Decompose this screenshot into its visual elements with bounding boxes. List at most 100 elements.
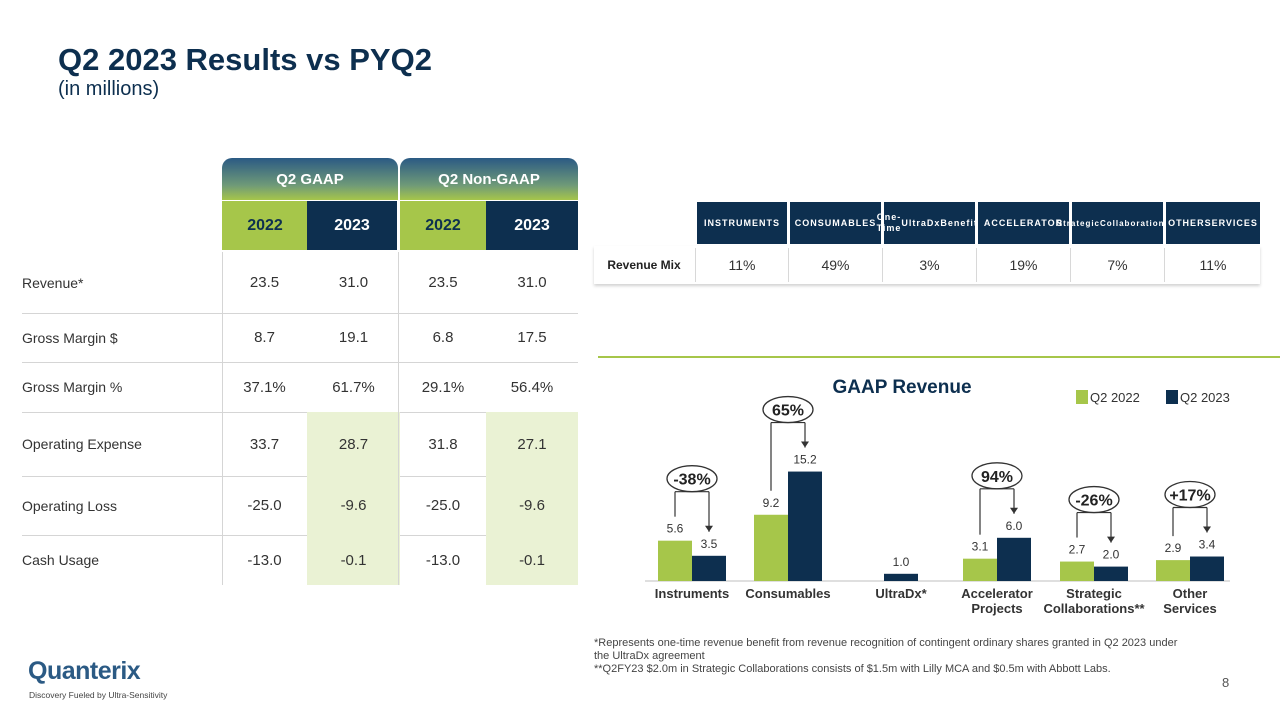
row-label: Cash Usage: [22, 552, 100, 568]
category-label: Other: [1173, 586, 1208, 601]
bar: [754, 514, 788, 581]
category-label: UltraDx*: [875, 586, 927, 601]
mix-value: 49%: [821, 257, 850, 273]
mix-header: Strategic Collaborations**: [1057, 202, 1177, 244]
growth-label: +17%: [1169, 488, 1210, 505]
data-label: 3.1: [972, 540, 989, 554]
mix-header-line: One-Time: [876, 212, 902, 233]
mix-header: CONSUMABLES: [790, 202, 881, 244]
column-divider: [222, 252, 223, 585]
annotation-arrow: [1107, 536, 1115, 543]
mix-header: ACCELERATOR: [978, 202, 1069, 244]
legend-swatch: [1076, 390, 1088, 404]
bar: [884, 573, 918, 581]
bar: [1094, 566, 1128, 581]
table-cell: 19.1: [338, 329, 369, 346]
table-cell: 37.1%: [243, 378, 286, 396]
mix-header: One-Time UltraDx Benefit*: [877, 202, 981, 244]
table-cell: 31.0: [338, 274, 369, 291]
table-cell: 28.7: [307, 412, 400, 476]
mix-header-line: UltraDx: [901, 217, 941, 228]
group-header-non-gaap: Q2 Non-GAAP: [400, 158, 578, 200]
category-label: Instruments: [655, 586, 729, 601]
row-label: Revenue*: [22, 274, 84, 291]
mix-separator: [788, 248, 789, 282]
legend-label: Q2 2023: [1180, 390, 1230, 405]
company-logo: Quanterix: [28, 657, 141, 685]
table-cell: -9.6: [486, 476, 578, 535]
growth-label: 65%: [772, 403, 804, 420]
mix-separator: [695, 248, 696, 282]
table-cell: -9.6: [307, 476, 400, 535]
footnotes: *Represents one-time revenue benefit fro…: [594, 637, 1194, 676]
category-label: Strategic: [1066, 586, 1122, 601]
growth-label: -26%: [1075, 493, 1112, 510]
growth-label: 94%: [981, 469, 1013, 486]
mix-separator: [1070, 248, 1071, 282]
column-divider: [398, 252, 399, 585]
footnote-2: **Q2FY23 $2.0m in Strategic Collaboratio…: [594, 663, 1111, 675]
row-label: Operating Expense: [22, 436, 142, 452]
table-cell: 31.0: [517, 274, 547, 291]
data-label: 5.6: [667, 522, 684, 536]
table-cell: -13.0: [425, 551, 461, 569]
table-cell: 23.5: [249, 274, 280, 291]
bar: [1156, 560, 1190, 581]
bar: [692, 555, 726, 581]
category-label: Projects: [971, 601, 1022, 616]
data-label: 3.4: [1199, 538, 1216, 552]
mix-header-line: ACCELERATOR: [983, 217, 1064, 228]
category-label: Collaborations**: [1043, 601, 1145, 616]
mix-separator: [882, 248, 883, 282]
table-cell: -13.0: [247, 551, 282, 569]
table-cell: 6.8: [432, 329, 454, 346]
mix-header-line: INSTRUMENTS: [704, 217, 780, 228]
year-header: 2022: [222, 201, 308, 250]
mix-row-bg: [594, 246, 1260, 284]
data-label: 2.0: [1103, 548, 1120, 562]
annotation-arrow: [705, 525, 713, 532]
group-header-gaap: Q2 GAAP: [222, 158, 398, 200]
year-header: 2023: [307, 201, 397, 250]
year-header: 2022: [400, 201, 486, 250]
bar: [788, 471, 822, 581]
mix-row-label: Revenue Mix: [607, 258, 681, 272]
table-cell: 31.8: [428, 435, 458, 453]
page-number: 8: [1222, 675, 1230, 690]
row-divider: [22, 313, 578, 314]
table-cell: 27.1: [486, 412, 578, 476]
data-label: 2.7: [1069, 543, 1086, 557]
table-cell: 56.4%: [510, 378, 554, 396]
table-cell: 8.7: [254, 329, 275, 346]
gaap-revenue-chart: GAAP Revenue Q2 2022 Q2 2023 5.6 3.5 Instrume…: [645, 377, 1230, 616]
data-label: 2.9: [1165, 541, 1182, 555]
data-label: 9.2: [763, 496, 780, 510]
row-label: Gross Margin $: [22, 329, 118, 346]
mix-header-line: Strategic: [1056, 218, 1100, 228]
slide-subtitle: (in millions): [58, 78, 160, 100]
legend-swatch: [1166, 390, 1178, 404]
mix-header: OTHER SERVICES: [1166, 202, 1260, 244]
category-label: Consumables: [745, 586, 830, 601]
table-cell: -0.1: [486, 535, 578, 585]
category-label: Accelerator: [961, 586, 1033, 601]
row-label: Operating Loss: [22, 497, 117, 514]
annotation-arrow: [801, 441, 809, 448]
mix-header-line: Benefit*: [940, 217, 983, 228]
annotation-arrow: [1203, 526, 1211, 533]
table-cell: 17.5: [517, 329, 547, 346]
slide-title: Q2 2023 Results vs PYQ2: [58, 42, 432, 77]
legend-label: Q2 2022: [1090, 390, 1140, 405]
data-label: 1.0: [893, 555, 910, 569]
table-cell: 29.1%: [421, 378, 465, 396]
footnote-1: *Represents one-time revenue benefit fro…: [594, 637, 1178, 662]
category-label: Services: [1163, 601, 1217, 616]
chart-title: GAAP Revenue: [832, 377, 971, 398]
mix-value: 19%: [1009, 257, 1038, 273]
row-divider: [22, 412, 578, 413]
bar: [1060, 561, 1094, 581]
row-divider: [22, 362, 578, 363]
table-cell: -0.1: [307, 535, 400, 585]
mix-separator: [976, 248, 977, 282]
table-cell: 61.7%: [332, 378, 375, 396]
